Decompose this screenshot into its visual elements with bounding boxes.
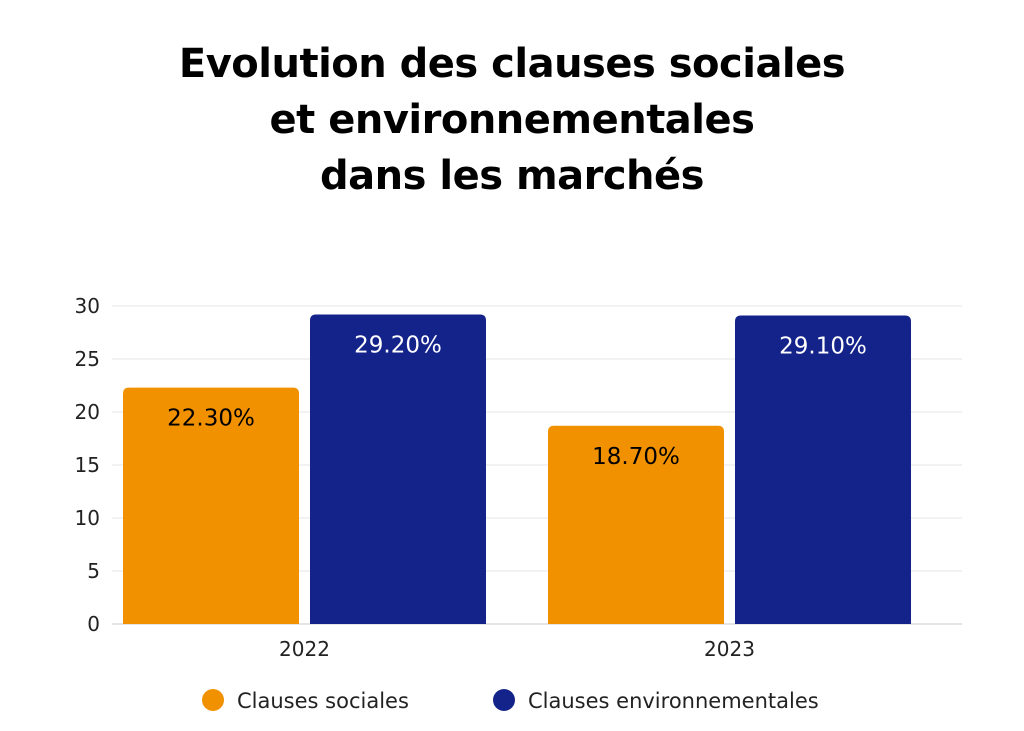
bars [123,314,911,624]
data-labels: 22.30% 29.20% 18.70% 29.10% [167,332,867,469]
y-tick-label: 25 [75,347,100,371]
bar-clauses-sociales-2023 [548,425,724,624]
x-category-label: 2022 [279,637,330,661]
x-axis-categories: 2022 2023 [279,637,755,661]
chart-title-line-3: dans les marchés [320,153,704,199]
legend-marker [202,689,224,711]
data-label: 22.30% [167,406,255,432]
x-category-label: 2023 [704,637,755,661]
chart-title: Evolution des clauses sociales et enviro… [0,36,1024,204]
data-label: 29.10% [779,334,867,360]
bar-clauses-environnementales-2022 [310,314,486,624]
legend-label: Clauses environnementales [528,689,819,713]
chart-title-line-1: Evolution des clauses sociales [178,41,846,87]
y-tick-label: 5 [87,559,100,583]
legend: Clauses sociales Clauses environnementale… [202,689,819,713]
data-label: 18.70% [592,444,680,470]
y-tick-label: 30 [75,294,100,318]
legend-marker [493,689,515,711]
data-label: 29.20% [354,332,442,358]
y-tick-label: 20 [75,400,100,424]
y-tick-label: 15 [75,453,100,477]
chart-title-line-2: et environnementales [269,97,755,143]
y-tick-label: 10 [75,506,100,530]
bar-clauses-sociales-2022 [123,387,299,624]
y-tick-label: 0 [87,612,100,636]
legend-label: Clauses sociales [237,689,409,713]
bar-clauses-environnementales-2023 [735,315,911,624]
y-axis-ticks: 0 5 10 15 20 25 30 [75,294,100,636]
